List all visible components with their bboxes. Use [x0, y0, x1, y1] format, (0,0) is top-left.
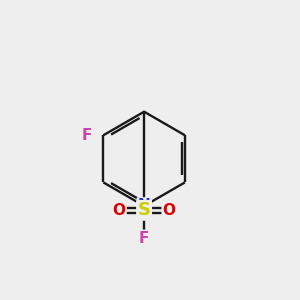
Text: F: F [82, 128, 92, 143]
Text: O: O [112, 203, 126, 218]
Text: O: O [163, 203, 176, 218]
Text: S: S [138, 201, 151, 219]
Text: N: N [138, 198, 151, 213]
Text: F: F [139, 231, 149, 246]
